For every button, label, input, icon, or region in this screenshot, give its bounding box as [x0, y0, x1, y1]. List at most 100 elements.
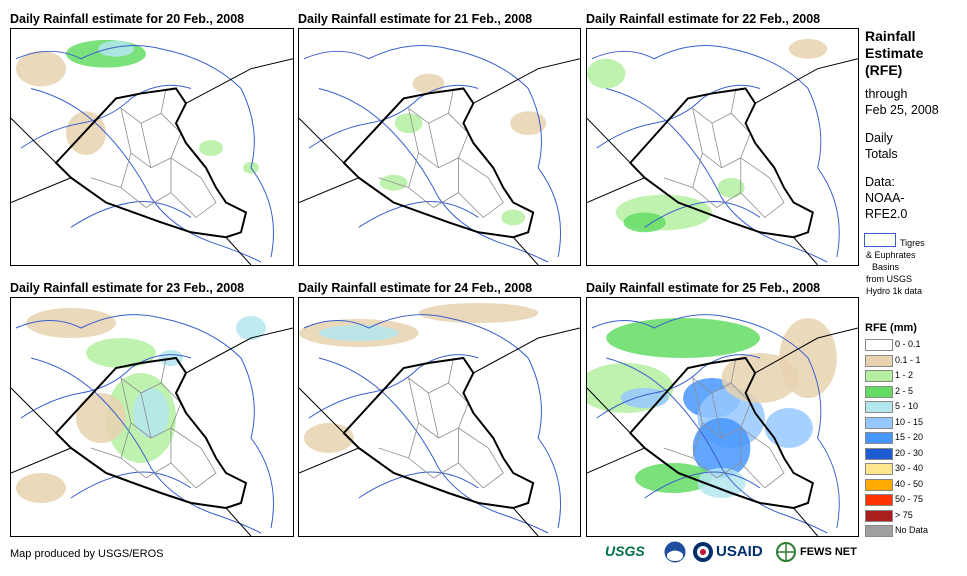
- neighbour-border: [473, 58, 580, 104]
- basin-outline: [15, 314, 274, 529]
- neighbour-border: [11, 117, 57, 164]
- district-boundary: [120, 107, 182, 169]
- rainfall-area: [199, 140, 223, 156]
- legend-swatch: [865, 432, 893, 444]
- rainfall-area: [412, 73, 445, 94]
- district-boundary: [407, 377, 469, 439]
- rainfall-area: [606, 318, 760, 358]
- map-canvas: [11, 308, 293, 536]
- rainfall-map-feb21: [298, 28, 581, 266]
- district-boundary: [458, 427, 504, 489]
- basin-outline: [596, 354, 761, 419]
- basin-outline: [303, 45, 561, 258]
- fewsnet-logo: [775, 541, 797, 566]
- neighbour-border: [512, 236, 539, 265]
- country-border: [342, 87, 535, 239]
- map-canvas: [587, 38, 858, 265]
- basin-outline: [20, 84, 192, 149]
- neighbour-border: [754, 58, 858, 104]
- district-boundary: [120, 152, 172, 208]
- rainfall-map-feb25: [586, 297, 859, 537]
- rainfall-area: [303, 423, 354, 453]
- country-border: [342, 356, 535, 510]
- map-canvas: [11, 39, 293, 265]
- neighbour-border: [587, 117, 631, 164]
- basin-outline: [644, 471, 761, 499]
- neighbour-border: [793, 236, 818, 265]
- sidebar-title: Rainfall Estimate (RFE): [865, 28, 924, 78]
- rainfall-area: [133, 388, 169, 438]
- rainfall-map-feb22: [586, 28, 859, 266]
- basin-outline: [308, 354, 479, 419]
- rainfall-area: [764, 408, 813, 448]
- basin-outline: [30, 357, 262, 534]
- neighbour-border: [754, 327, 858, 374]
- district-boundary: [408, 152, 459, 208]
- neighbour-border: [587, 387, 631, 434]
- district-boundary: [692, 422, 742, 479]
- map-canvas: [299, 303, 580, 536]
- basin-outline: [308, 84, 479, 149]
- legend-swatch: [865, 494, 893, 506]
- legend-label: 30 - 40: [895, 463, 924, 473]
- legend-label: 0.1 - 1: [895, 354, 921, 365]
- basin-legend-text: Tigres & Euphrates Basins from USGS Hydr…: [866, 238, 925, 296]
- country-border: [54, 356, 248, 510]
- panel-title-feb24: Daily Rainfall estimate for 24 Feb., 200…: [298, 281, 533, 295]
- rainfall-area: [721, 353, 799, 403]
- rainfall-area: [318, 325, 399, 341]
- district-boundary: [170, 427, 217, 489]
- neighbour-border: [11, 387, 57, 434]
- rainfall-area: [510, 111, 547, 136]
- country-border: [54, 87, 248, 239]
- basin-legend-swatch: [864, 233, 896, 247]
- legend-title: RFE (mm): [865, 322, 917, 334]
- neighbour-border: [225, 236, 252, 265]
- district-boundary: [740, 157, 785, 218]
- usgs-logo: USGS: [605, 543, 645, 559]
- map-canvas: [587, 314, 858, 536]
- neighbour-border: [299, 177, 359, 203]
- legend-label: 0 - 0.1: [895, 339, 921, 349]
- legend-label: 5 - 10: [895, 401, 919, 411]
- rainfall-area: [717, 177, 745, 198]
- legend-swatch: [865, 401, 893, 413]
- neighbour-border: [299, 387, 345, 434]
- legend-label: 20 - 30: [895, 447, 924, 458]
- sidebar-data-source: Data: NOAA- RFE2.0: [865, 175, 908, 221]
- rainfall-area: [501, 209, 526, 226]
- rainfall-area: [394, 113, 423, 134]
- rainfall-area: [16, 473, 66, 503]
- district-boundary: [740, 427, 785, 489]
- rainfall-map-feb20: [10, 28, 294, 266]
- usaid-logo: [692, 541, 714, 566]
- district-boundary: [120, 377, 182, 439]
- neighbour-border: [512, 507, 539, 536]
- neighbour-border: [299, 117, 345, 164]
- district-boundary: [692, 107, 751, 169]
- legend-label: 15 - 20: [895, 432, 924, 442]
- sidebar-through: through Feb 25, 2008: [865, 87, 939, 117]
- basin-outline: [596, 84, 761, 149]
- panel-title-feb25: Daily Rainfall estimate for 25 Feb., 200…: [586, 281, 821, 295]
- rainfall-area: [623, 212, 666, 233]
- basin-outline: [20, 354, 192, 419]
- map-credit: Map produced by USGS/EROS: [10, 548, 164, 560]
- district-boundary: [458, 157, 504, 218]
- panel-title-feb21: Daily Rainfall estimate for 21 Feb., 200…: [298, 12, 533, 26]
- neighbour-border: [587, 177, 645, 203]
- basin-outline: [606, 357, 828, 534]
- basin-outline: [30, 88, 262, 263]
- neighbour-border: [473, 327, 580, 374]
- panel-title-feb22: Daily Rainfall estimate for 22 Feb., 200…: [586, 12, 821, 26]
- neighbour-border: [587, 447, 645, 474]
- district-boundary: [90, 357, 167, 459]
- panel-title-feb20: Daily Rainfall estimate for 20 Feb., 200…: [10, 12, 245, 26]
- basin-outline: [358, 201, 479, 228]
- basin-outline: [644, 201, 761, 228]
- rainfall-area: [66, 111, 106, 155]
- basin-outline: [318, 88, 549, 263]
- basin-outline: [591, 45, 840, 258]
- legend-label: 50 - 75: [895, 494, 924, 504]
- district-boundary: [692, 152, 742, 208]
